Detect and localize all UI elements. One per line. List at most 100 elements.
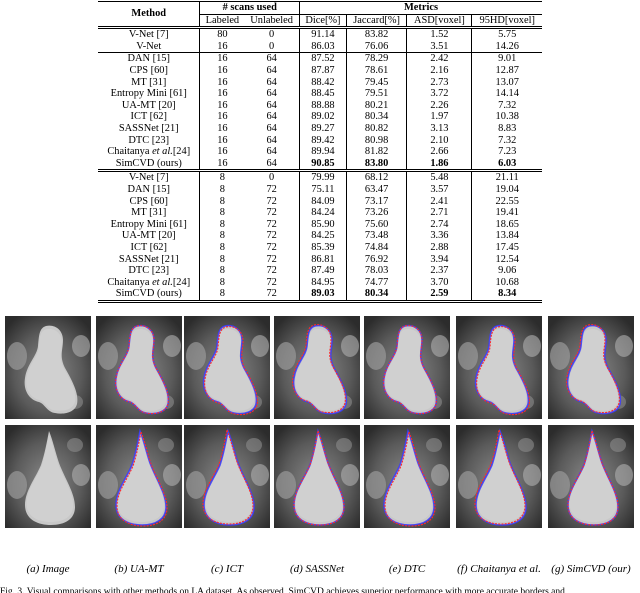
dice-cell: 84.09: [298, 195, 347, 208]
asd-cell: 1.52: [406, 26, 472, 41]
method-part: [24]: [172, 276, 191, 288]
labeled-cell: 8: [199, 183, 245, 196]
jaccard-cell: 73.17: [345, 195, 407, 208]
method-part: Chaitanya: [107, 146, 153, 158]
asd-cell: 3.70: [406, 276, 472, 289]
method-cell: MT [31]: [131, 76, 167, 88]
method-cell: SimCVD (ours): [98, 288, 200, 303]
jaccard-cell: 76.92: [345, 253, 407, 266]
asd-cell: 3.72: [406, 88, 472, 100]
labeled-cell: 16: [199, 88, 245, 100]
dice-cell: 91.14: [298, 26, 347, 41]
unlabeled-cell: 72: [266, 265, 277, 277]
method-cell: Chaitanya et al.[24]: [98, 277, 200, 289]
unlabeled-cell: 64: [266, 134, 277, 146]
asd-cell: 2.42: [406, 52, 472, 65]
method-cell: Entropy Mini [61]: [110, 218, 187, 230]
labeled-cell: 8: [199, 276, 245, 289]
comparison-figure: (a) Image (b) UA-MT (c) ICT (d) SASSNet (e) …: [0, 316, 640, 586]
jaccard-cell: 74.84: [345, 241, 407, 254]
labeled-cell: 8: [199, 230, 245, 242]
dice-cell: 89.03: [298, 288, 347, 303]
jaccard-cell: 73.48: [345, 230, 407, 242]
asd-cell: 2.37: [406, 265, 472, 277]
method-cell: Chaitanya et al.[24]: [98, 146, 200, 158]
unlabeled-cell: 72: [266, 276, 277, 288]
hd95-cell: 14.26: [471, 40, 542, 53]
dice-cell: 89.02: [298, 111, 347, 123]
jaccard-cell: 74.77: [345, 276, 407, 289]
method-cell: SASSNet [21]: [118, 123, 179, 135]
asd-cell: 2.59: [406, 288, 472, 303]
hd95-cell: 22.55: [471, 195, 542, 208]
hd95-cell: 21.11: [471, 169, 542, 184]
hd95-cell: 7.32: [471, 99, 542, 112]
dice-cell: 88.42: [298, 76, 347, 89]
table-row: CPS [60] 8 72 84.09 73.17 2.41 22.55: [98, 195, 542, 208]
method-cell: ICT [62]: [130, 111, 167, 123]
table-row: ICT [62] 8 72 85.39 74.84 2.88 17.45: [98, 241, 542, 254]
unlabeled-cell: 0: [269, 40, 275, 52]
unlabeled-cell: 72: [266, 184, 277, 195]
asd-cell: 1.97: [406, 111, 472, 123]
labeled-cell: 16: [199, 52, 245, 65]
asd-cell: 1.86: [406, 157, 472, 171]
unlabeled-cell: 72: [266, 207, 277, 219]
asd-cell: 3.51: [406, 40, 472, 53]
unlabeled-cell: 64: [266, 88, 277, 100]
dice-cell: 87.52: [298, 52, 347, 65]
jaccard-cell: 80.82: [345, 122, 407, 135]
panel-caption: (c) ICT: [210, 563, 244, 575]
jaccard-cell: 80.98: [345, 134, 407, 147]
labeled-cell: 16: [199, 64, 245, 77]
col-dice: Dice[%]: [298, 14, 347, 28]
jaccard-cell: 78.03: [345, 265, 407, 277]
hd95-cell: 12.87: [471, 64, 542, 77]
hd95-cell: 14.14: [471, 88, 542, 100]
method-cell: Entropy Mini [61]: [110, 88, 187, 100]
jaccard-cell: 80.34: [345, 288, 407, 303]
method-cell: SASSNet [21]: [118, 253, 179, 265]
dice-cell: 90.85: [298, 157, 347, 171]
asd-cell: 3.57: [406, 183, 472, 196]
dice-cell: 84.95: [298, 276, 347, 289]
hd95-cell: 8.83: [471, 122, 542, 135]
col-unlabeled: Unlabeled: [250, 14, 293, 26]
labeled-cell: 16: [199, 111, 245, 123]
table-row: V-Net [7] 8 0 79.99 68.12 5.48 21.11: [98, 169, 542, 184]
unlabeled-cell: 72: [266, 241, 277, 253]
mri-panel: [548, 316, 634, 419]
labeled-cell: 16: [199, 76, 245, 89]
hd95-cell: 13.84: [471, 230, 542, 242]
table-row: UA-MT [20] 16 64 88.88 80.21 2.26 7.32: [98, 99, 542, 112]
unlabeled-cell: 64: [244, 52, 300, 65]
method-cell: V-Net [7]: [98, 169, 200, 184]
asd-cell: 2.73: [406, 76, 472, 89]
hd95-cell: 12.54: [471, 253, 542, 266]
col-group-scans: # scans used: [199, 1, 300, 15]
unlabeled-cell: 64: [266, 123, 277, 135]
mri-panel: [548, 425, 634, 528]
labeled-cell: 80: [199, 26, 245, 41]
results-table: Method # scans used Metrics Labeled Unla…: [98, 0, 542, 303]
labeled-cell: 8: [199, 241, 245, 254]
mri-panel: [456, 425, 542, 528]
mri-panel: [96, 425, 182, 528]
labeled-cell: 8: [199, 218, 245, 231]
method-cell: CPS [60]: [129, 65, 168, 77]
jaccard-cell: 76.06: [345, 40, 407, 53]
labeled-cell: 8: [199, 288, 245, 303]
asd-cell: 2.26: [406, 99, 472, 112]
panel-caption: (g) SimCVD (our): [551, 563, 631, 575]
hd95-cell: 9.01: [471, 52, 542, 65]
mri-panel: [456, 316, 542, 419]
table-row: ICT [62] 16 64 89.02 80.34 1.97 10.38: [98, 111, 542, 123]
mri-panel: [5, 425, 91, 528]
col-group-metrics: Metrics: [298, 1, 542, 15]
asd-cell: 2.16: [406, 64, 472, 77]
method-cell: MT [31]: [131, 207, 167, 219]
method-part: Chaitanya: [107, 276, 153, 288]
panel-caption: (d) SASSNet: [289, 563, 345, 575]
col-jaccard: Jaccard[%]: [345, 14, 407, 28]
panel-caption: (e) DTC: [388, 563, 426, 575]
